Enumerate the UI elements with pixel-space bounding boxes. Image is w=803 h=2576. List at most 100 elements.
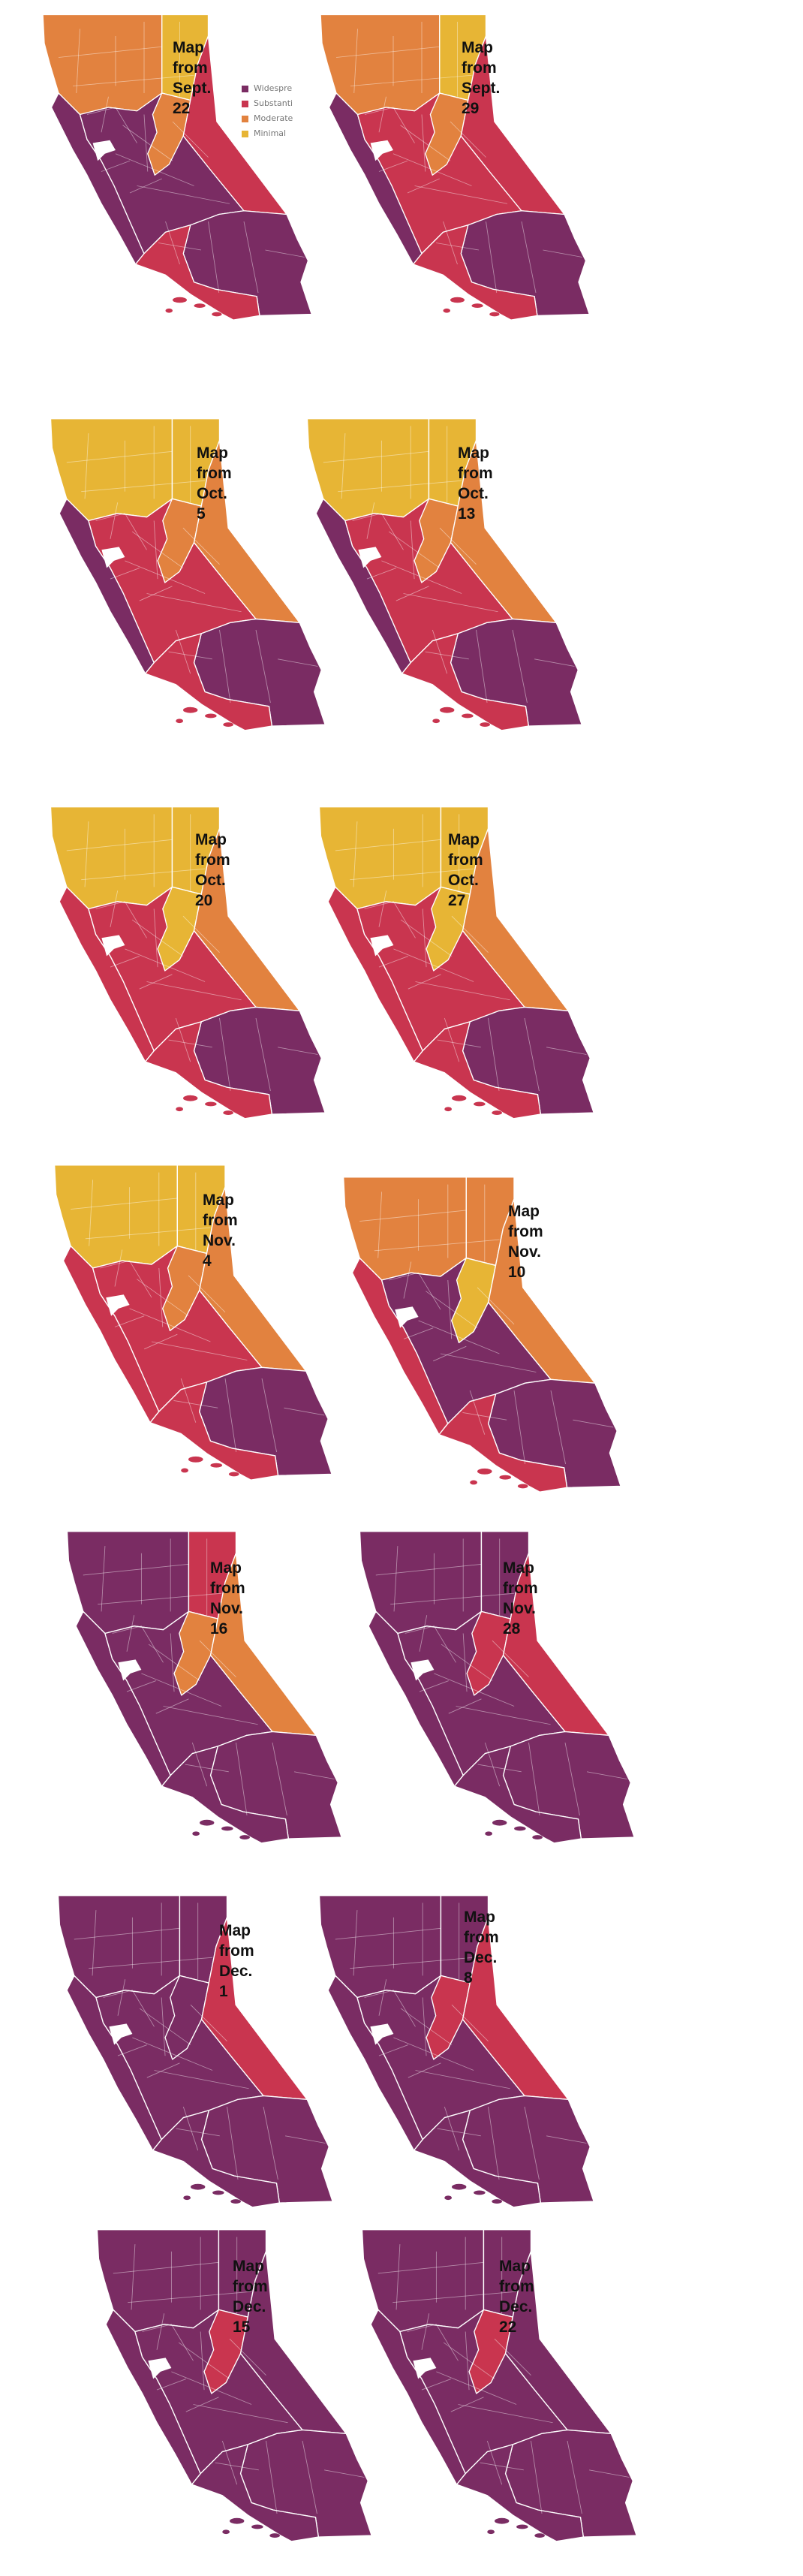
county-border — [408, 974, 441, 990]
county-border — [364, 901, 416, 939]
california-county-map — [50, 806, 326, 1119]
california-county-map — [53, 1164, 332, 1481]
county-border — [110, 568, 140, 580]
channel-island — [462, 713, 474, 719]
channel-island — [194, 303, 206, 308]
region-southcoast — [456, 2444, 585, 2542]
county-border — [131, 919, 184, 957]
channel-island — [444, 2195, 452, 2201]
county-border — [131, 2244, 136, 2310]
county-borders — [83, 1538, 335, 1816]
county-border — [388, 531, 441, 568]
county-border — [393, 1546, 398, 1612]
county-border — [89, 1957, 213, 1969]
county-borders — [335, 22, 582, 294]
legend-item-widespread: Widespre — [242, 81, 293, 96]
county-border — [171, 2371, 252, 2405]
county-border — [462, 1633, 468, 1692]
legend-item-substantial: Substanti — [242, 96, 293, 111]
channel-island — [470, 1480, 477, 1485]
county-border — [161, 1997, 166, 2056]
map-caption: Map from Dec. 22 — [499, 2256, 534, 2337]
county-border — [142, 2324, 194, 2361]
county-border — [199, 1640, 236, 1678]
county-border — [74, 1927, 180, 1940]
county-border — [393, 2037, 474, 2071]
county-border — [180, 1378, 197, 1423]
county-border — [153, 520, 158, 580]
county-border — [422, 1997, 427, 2056]
county-border — [335, 1927, 441, 1940]
county-border — [113, 2261, 219, 2274]
county-border — [353, 29, 358, 94]
county-border — [415, 981, 510, 1001]
channel-island — [210, 1463, 223, 1468]
legend-label: Moderate — [254, 113, 293, 123]
county-border — [219, 629, 231, 704]
bay-area-gap — [358, 547, 382, 568]
caption-line1: Map from — [203, 1192, 238, 1229]
county-border — [98, 1592, 222, 1605]
bay-area-gap — [370, 935, 394, 957]
county-border — [550, 1390, 567, 1465]
channel-island — [192, 1831, 200, 1836]
county-border — [72, 74, 194, 86]
county-border — [353, 821, 358, 887]
caption-line1: Map from — [508, 1203, 543, 1240]
county-border — [153, 908, 158, 968]
county-border — [155, 1698, 189, 1714]
county-border — [285, 2135, 326, 2144]
county-border — [125, 948, 206, 982]
county-border — [141, 1673, 222, 1707]
county-border — [564, 1742, 580, 1816]
county-border — [139, 2008, 191, 2045]
county-border — [168, 1039, 212, 1048]
county-border — [278, 1047, 318, 1055]
county-border — [95, 901, 147, 939]
channel-island — [499, 1475, 512, 1480]
county-borders — [74, 1903, 326, 2180]
county-border — [125, 560, 206, 594]
county-border — [110, 890, 119, 927]
region-southcoast — [413, 1021, 542, 1119]
county-border — [494, 2338, 531, 2376]
county-border — [392, 2291, 517, 2303]
county-border — [137, 185, 230, 204]
county-border — [266, 2440, 278, 2514]
county-border — [546, 2135, 587, 2144]
county-border — [84, 821, 89, 887]
channel-island — [452, 1095, 467, 1101]
county-border — [400, 125, 451, 161]
county-border — [126, 1615, 135, 1652]
region-southcoast — [191, 2444, 320, 2542]
channel-island — [239, 1835, 250, 1840]
county-border — [185, 2397, 219, 2412]
county-border — [139, 974, 173, 990]
county-borders — [377, 2237, 630, 2514]
county-border — [338, 480, 462, 493]
caption-date: Oct. 13 — [458, 485, 489, 523]
channel-island — [222, 2529, 230, 2535]
county-border — [448, 1698, 482, 1714]
channel-island — [230, 2199, 241, 2204]
county-border — [403, 1327, 434, 1339]
channel-island — [480, 722, 490, 728]
map-caption: Map from Oct. 27 — [448, 830, 483, 911]
map-caption: Map from Dec. 8 — [464, 1907, 499, 1988]
county-border — [172, 121, 209, 158]
county-borders — [66, 426, 318, 704]
county-borders — [113, 2237, 365, 2514]
caption-date: Nov. 28 — [503, 1600, 536, 1637]
county-border — [393, 948, 474, 982]
legend-label: Widespre — [254, 83, 293, 93]
county-borders — [335, 1903, 587, 2180]
county-border — [375, 1563, 482, 1576]
california-county-map — [96, 2229, 372, 2542]
county-border — [408, 2062, 441, 2078]
county-border — [407, 178, 440, 194]
county-border — [512, 629, 528, 704]
region-southcoast — [149, 1381, 279, 1481]
county-border — [486, 221, 498, 294]
county-border — [444, 1017, 460, 1062]
caption-line1: Map from — [448, 831, 483, 869]
